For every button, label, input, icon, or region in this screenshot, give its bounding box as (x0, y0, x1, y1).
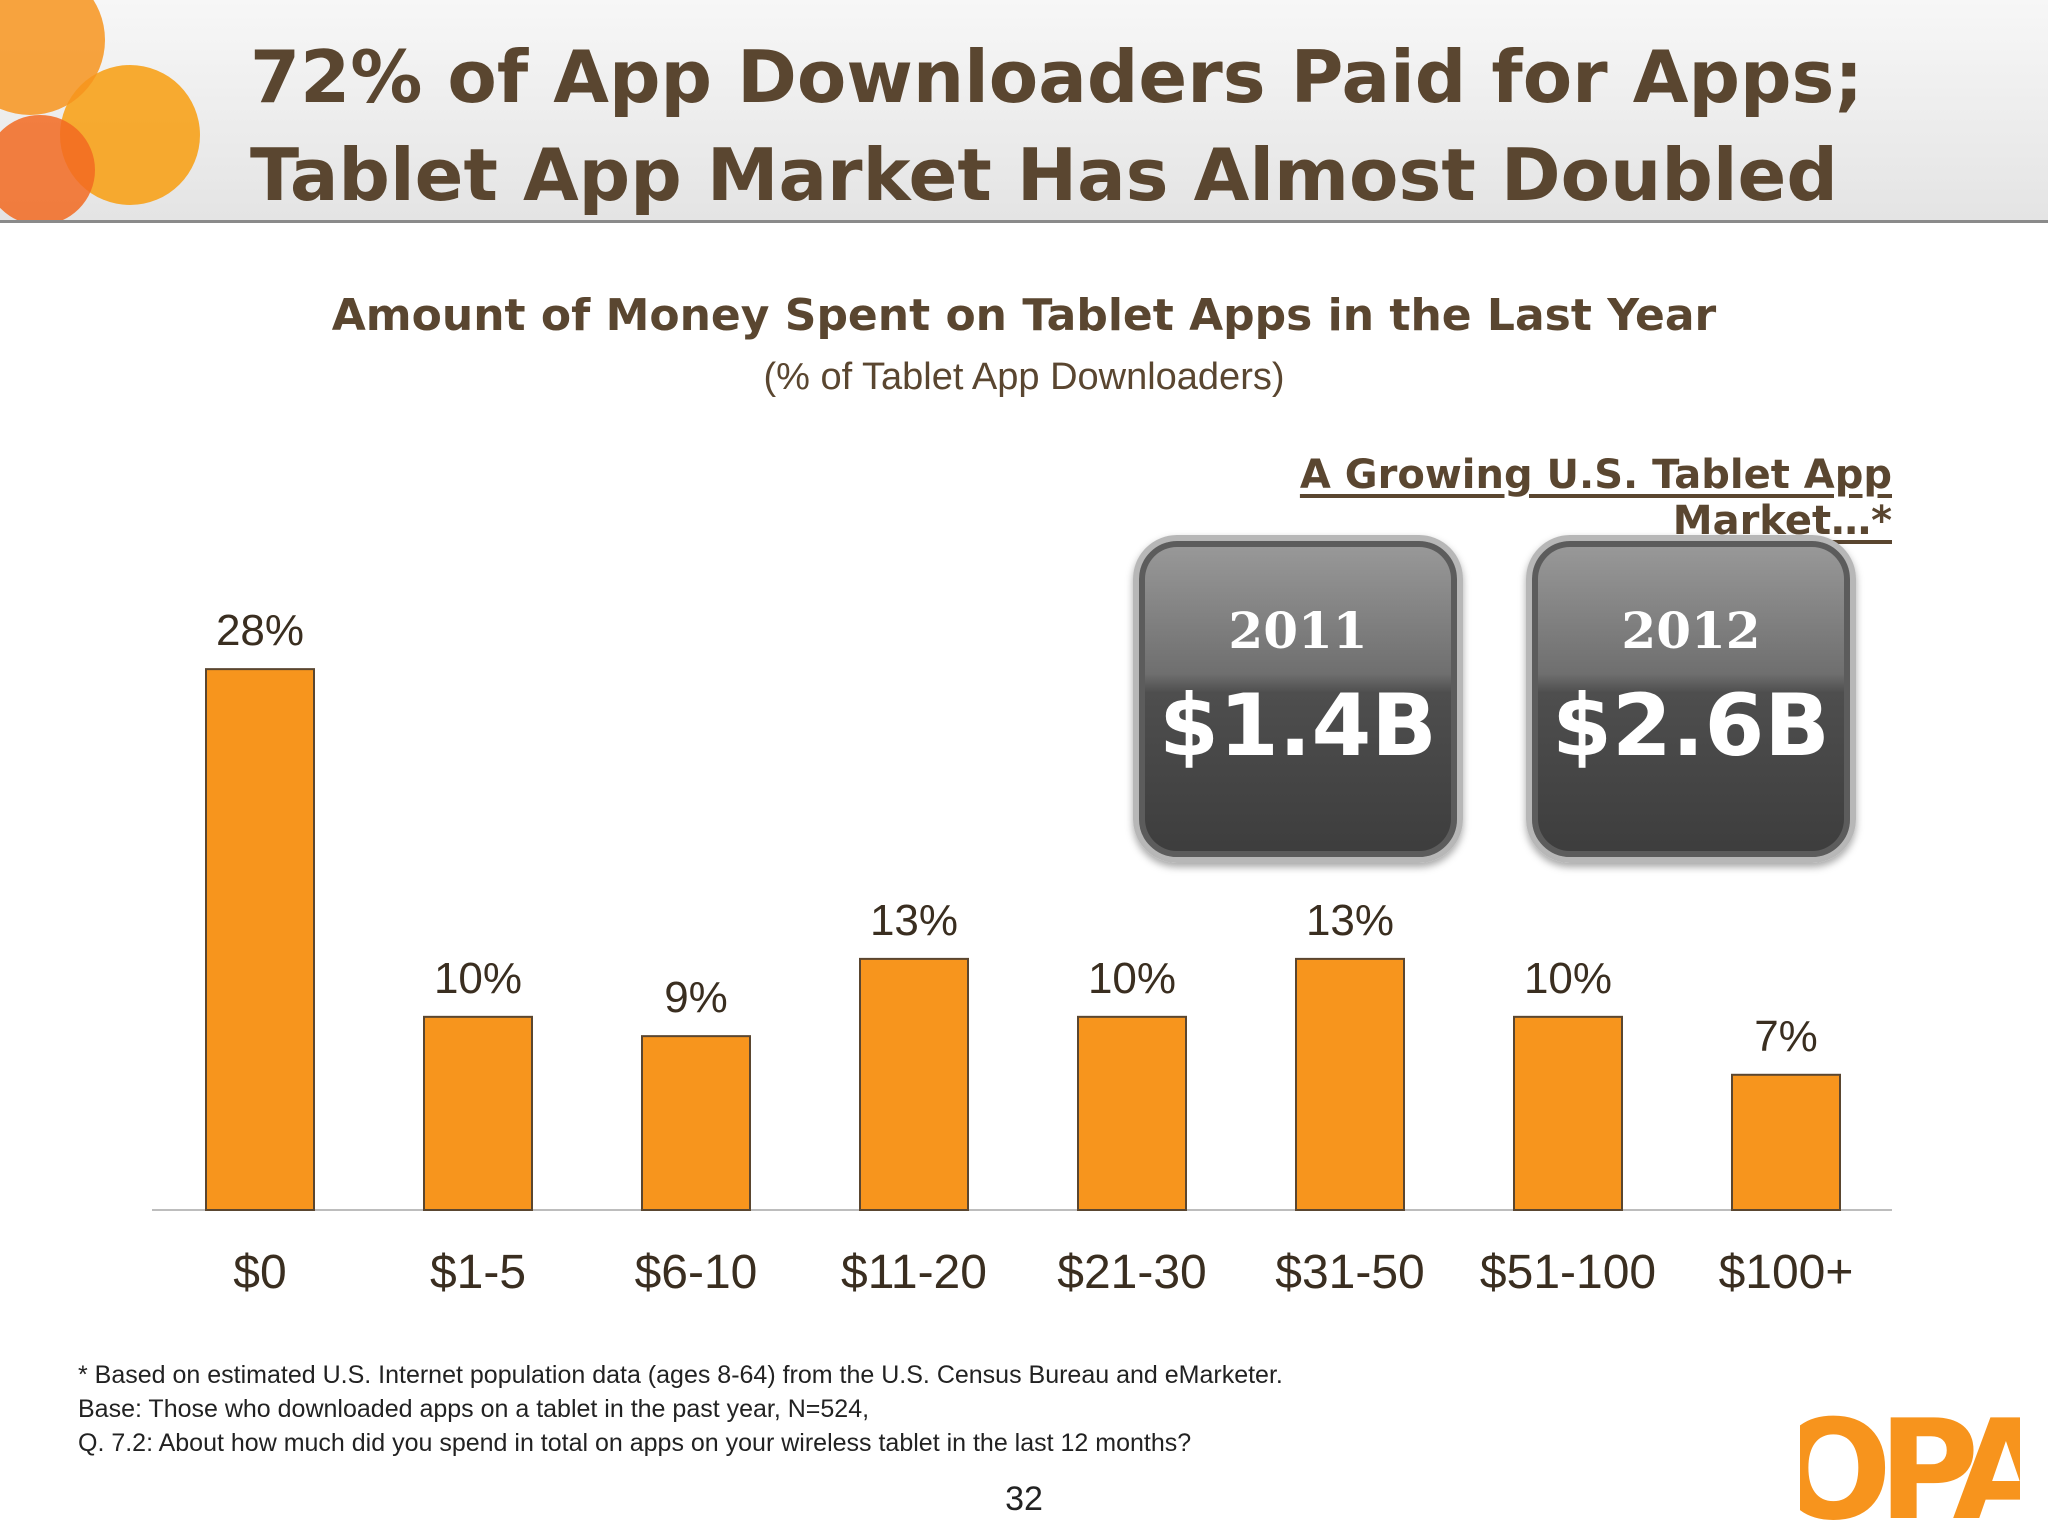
slide-title: 72% of App Downloaders Paid for Apps; Ta… (250, 28, 1950, 224)
market-heading: A Growing U.S. Tablet App Market…* (1299, 452, 1892, 544)
market-tile-2012: 2012 $2.6B (1526, 535, 1856, 863)
slide-header: 72% of App Downloaders Paid for Apps; Ta… (0, 0, 2048, 223)
bar (1077, 1015, 1187, 1212)
market-tile-2011: 2011 $1.4B (1133, 535, 1463, 863)
data-label: 28% (216, 606, 304, 655)
bar (205, 668, 315, 1211)
footnote-line: * Based on estimated U.S. Internet popul… (78, 1361, 1283, 1389)
category-label: $11-20 (841, 1246, 987, 1299)
page-number: 32 (1005, 1480, 1043, 1518)
bar (859, 957, 969, 1211)
bar (1731, 1073, 1841, 1211)
data-label: 10% (434, 954, 522, 1003)
category-label: $100+ (1719, 1246, 1854, 1299)
tile-value: $2.6B (1552, 676, 1830, 776)
data-label: 9% (664, 973, 728, 1022)
data-label: 13% (870, 896, 958, 945)
data-label: 7% (1754, 1012, 1818, 1061)
chart-title: Amount of Money Spent on Tablet Apps in … (331, 290, 1717, 341)
opa-logo-text: OPA (1800, 1390, 2020, 1530)
category-label: $6-10 (635, 1246, 758, 1299)
data-label: 13% (1306, 896, 1394, 945)
tile-year: 2011 (1228, 601, 1368, 660)
bar-chart: 28% $0 10% $1-5 9% $6-10 13% $11-20 10% $21-30 13%… (152, 606, 1892, 1299)
orange-circles-logo-icon (0, 0, 200, 220)
title-line-1: 72% of App Downloaders Paid for Apps; (250, 35, 1864, 119)
category-label: $0 (233, 1246, 286, 1299)
title-line-2: Tablet App Market Has Almost Doubled (250, 133, 1838, 217)
data-label: 10% (1088, 954, 1176, 1003)
bar (641, 1035, 751, 1211)
bar (1295, 957, 1405, 1211)
category-label: $31-50 (1275, 1246, 1424, 1299)
chart-subtitle: (% of Tablet App Downloaders) (763, 356, 1285, 398)
footnote-line: Q. 7.2: About how much did you spend in … (78, 1429, 1192, 1457)
category-label: $1-5 (430, 1246, 526, 1299)
bar (423, 1015, 533, 1212)
opa-logo: OPA (1800, 1390, 2020, 1530)
footnotes: * Based on estimated U.S. Internet popul… (78, 1358, 1578, 1460)
bar (1513, 1015, 1623, 1212)
category-label: $21-30 (1057, 1246, 1206, 1299)
tile-value: $1.4B (1159, 676, 1437, 776)
tile-year: 2012 (1621, 601, 1761, 660)
category-label: $51-100 (1480, 1246, 1656, 1299)
data-label: 10% (1524, 954, 1612, 1003)
footnote-line: Base: Those who downloaded apps on a tab… (78, 1395, 870, 1423)
